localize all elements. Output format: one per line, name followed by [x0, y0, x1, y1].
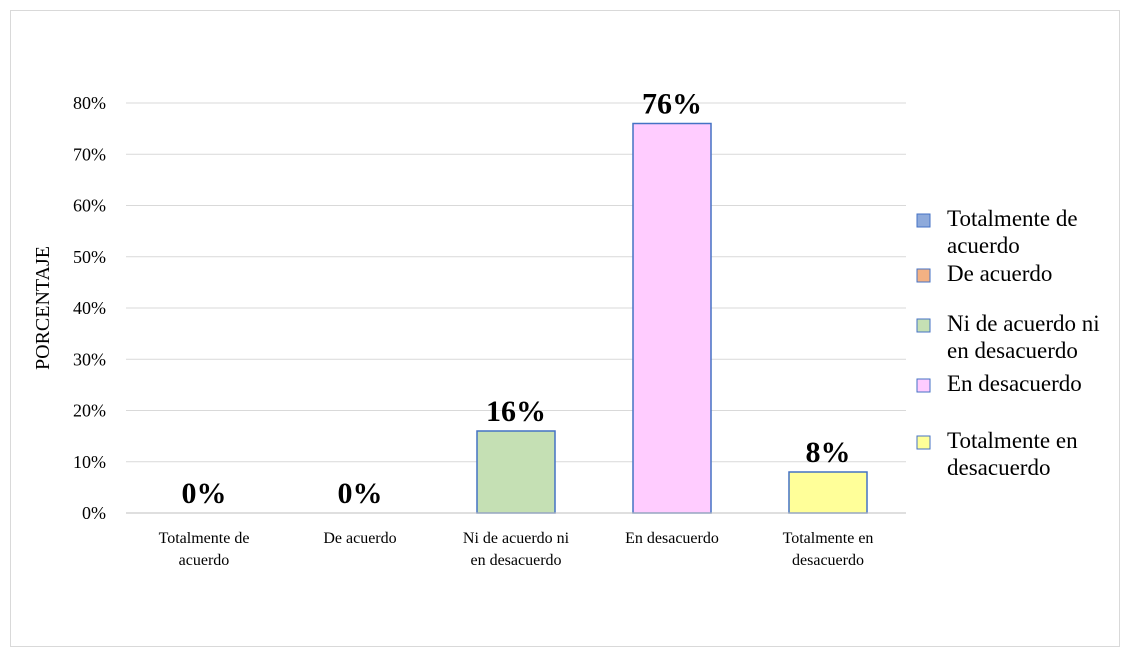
x-tick-label: De acuerdo [323, 530, 396, 547]
x-tick-label-line: Totalmente en [783, 530, 874, 547]
y-tick-label: 70% [73, 144, 106, 164]
legend-entry: De acuerdo [947, 261, 1052, 286]
legend-entry-line: desacuerdo [947, 455, 1050, 480]
x-tick-label: Ni de acuerdo ni en desacuerdo [463, 530, 570, 569]
x-tick-label-line: En desacuerdo [625, 530, 719, 547]
x-tick-label-line: en desacuerdo [470, 552, 561, 569]
legend-entry: En desacuerdo [947, 371, 1082, 396]
data-label: 8% [806, 436, 851, 469]
legend-swatch [916, 213, 931, 228]
bar [632, 122, 712, 514]
data-label: 16% [486, 395, 546, 428]
y-tick-label: 30% [73, 349, 106, 369]
bar [788, 471, 868, 514]
legend-entry: Totalmente en desacuerdo [947, 428, 1078, 480]
legend-entry-line: De acuerdo [947, 261, 1052, 286]
x-tick-label-line: De acuerdo [323, 530, 396, 547]
x-tick-label: Totalmente de acuerdo [159, 530, 250, 569]
y-tick-label: 40% [73, 298, 106, 318]
legend-entry-line: Totalmente en [947, 428, 1078, 453]
legend-swatch [916, 318, 931, 333]
data-label: 76% [642, 88, 702, 121]
legend-entry-line: En desacuerdo [947, 371, 1082, 396]
legend-entry-line: Totalmente de [947, 206, 1078, 231]
legend-swatch [916, 435, 931, 450]
legend-entry-line: en desacuerdo [947, 338, 1078, 363]
x-tick-label-line: desacuerdo [792, 552, 864, 569]
y-tick-label: 60% [73, 196, 106, 216]
x-tick-label-line: acuerdo [179, 552, 230, 569]
legend-entry-line: acuerdo [947, 233, 1020, 258]
y-tick-label: 0% [82, 503, 106, 523]
data-label: 0% [182, 477, 227, 510]
legend-entry-line: Ni de acuerdo ni [947, 311, 1100, 336]
x-tick-label-line: Totalmente de [159, 530, 250, 547]
legend-swatch [916, 378, 931, 393]
y-axis-label: PORCENTAJE [32, 246, 54, 370]
legend-entry: Totalmente de acuerdo [947, 206, 1078, 258]
x-tick-label: Totalmente en desacuerdo [783, 530, 874, 569]
x-tick-label: En desacuerdo [625, 530, 719, 547]
y-tick-label: 80% [73, 93, 106, 113]
x-tick-label-line: Ni de acuerdo ni [463, 530, 570, 547]
bar [476, 430, 556, 514]
y-tick-label: 20% [73, 401, 106, 421]
chart-frame [10, 10, 1120, 647]
y-tick-label: 50% [73, 247, 106, 267]
y-tick-label: 10% [73, 452, 106, 472]
legend-swatch [916, 268, 931, 283]
data-label: 0% [338, 477, 383, 510]
legend-entry: Ni de acuerdo ni en desacuerdo [947, 311, 1100, 363]
